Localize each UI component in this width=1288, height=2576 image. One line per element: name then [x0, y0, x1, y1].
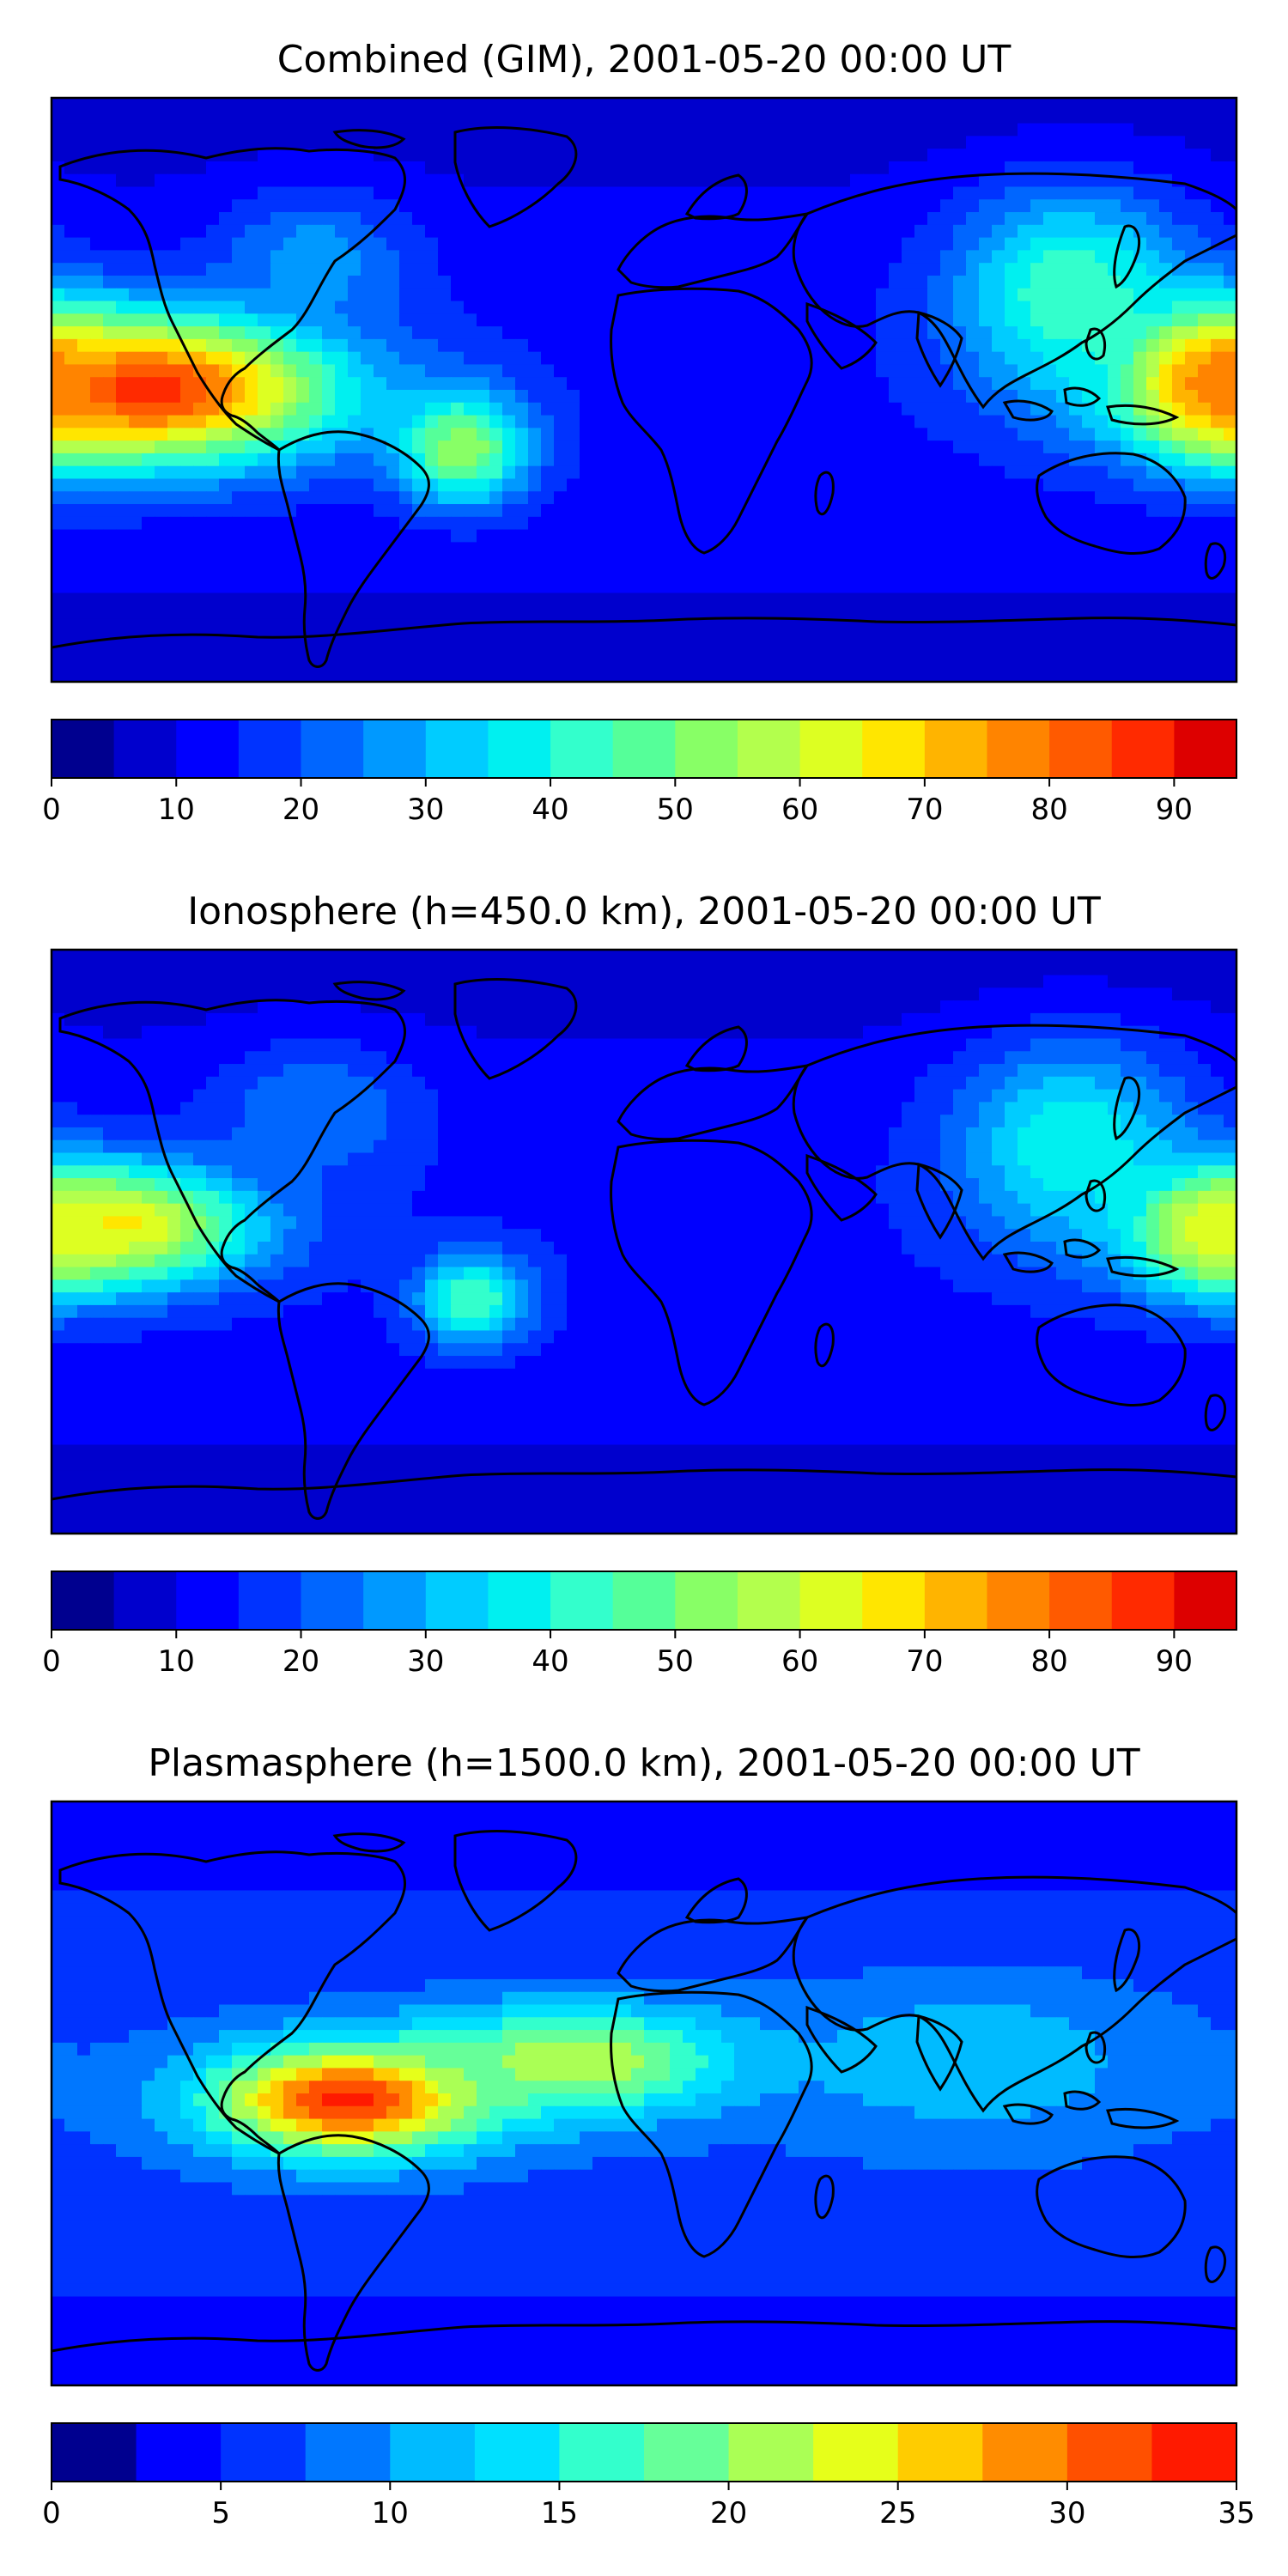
- colorbar-segment: [813, 2423, 899, 2482]
- colorbar-tick-label: 10: [372, 2496, 409, 2530]
- chart-title: Combined (GIM), 2001-05-20 00:00 UT: [277, 38, 1012, 82]
- colorbar-segment: [737, 1571, 801, 1630]
- colorbar-tick-label: 90: [1156, 793, 1193, 827]
- colorbar-tick-label: 50: [657, 1644, 694, 1679]
- colorbar-tick-label: 30: [407, 1644, 444, 1679]
- colorbar-tick-label: 0: [42, 1644, 61, 1679]
- colorbar-segment: [675, 1571, 738, 1630]
- colorbar-tick-label: 20: [283, 1644, 319, 1679]
- colorbar-segment: [644, 2423, 730, 2482]
- colorbar-tick-label: 5: [211, 2496, 230, 2530]
- colorbar-segment: [113, 1571, 177, 1630]
- colorbar-segment: [1174, 720, 1237, 778]
- map-frame: [50, 1800, 1238, 2387]
- colorbar-segment: [221, 2423, 307, 2482]
- colorbar-tick-label: 0: [42, 2496, 61, 2530]
- colorbar: 0 5 10 15 20 25 30 35: [42, 2422, 1255, 2530]
- colorbar-segment: [799, 720, 863, 778]
- colorbar-tick-label: 80: [1030, 793, 1067, 827]
- map-frame: [50, 96, 1238, 683]
- colorbar-segment: [982, 2423, 1068, 2482]
- colorbar-segment: [737, 720, 801, 778]
- colorbar-segment: [390, 2423, 476, 2482]
- colorbar-segment: [924, 720, 987, 778]
- colorbar-tick-label: 90: [1156, 1644, 1193, 1679]
- colorbar-segment: [862, 1571, 926, 1630]
- colorbar-tick-label: 30: [1048, 2496, 1085, 2530]
- colorbar-tick-label: 40: [532, 1644, 568, 1679]
- colorbar-tick-label: 40: [532, 793, 568, 827]
- colorbar-frame: [51, 2422, 1237, 2482]
- colorbar-segment: [862, 720, 926, 778]
- colorbar-tick-label: 25: [879, 2496, 916, 2530]
- colorbar-segment: [176, 1571, 240, 1630]
- colorbar-tick-label: 20: [283, 793, 319, 827]
- colorbar-tick-label: 70: [906, 793, 943, 827]
- colorbar-segment: [559, 2423, 645, 2482]
- colorbar-segment: [425, 1571, 489, 1630]
- colorbar-segment: [474, 2423, 560, 2482]
- colorbar-segment: [675, 720, 738, 778]
- colorbar-segment: [1174, 1571, 1237, 1630]
- colorbar-segment: [52, 1571, 115, 1630]
- colorbar-segment: [550, 720, 614, 778]
- colorbar-tick-label: 30: [407, 793, 444, 827]
- colorbar-tick-label: 60: [781, 1644, 818, 1679]
- colorbar-segment: [113, 720, 177, 778]
- colorbar-tick-label: 10: [158, 793, 195, 827]
- colorbar-segment: [52, 2423, 137, 2482]
- colorbar-segment: [363, 1571, 427, 1630]
- chart-panel-2: Ionosphere (h=450.0 km), 2001-05-20 00:0…: [42, 890, 1238, 1679]
- colorbar-segment: [728, 2423, 814, 2482]
- chart-panel-3: Plasmasphere (h=1500.0 km), 2001-05-20 0…: [42, 1741, 1255, 2530]
- chart-title: Ionosphere (h=450.0 km), 2001-05-20 00:0…: [187, 890, 1101, 933]
- colorbar-segment: [176, 720, 240, 778]
- colorbar-segment: [612, 720, 676, 778]
- colorbar-segment: [987, 720, 1050, 778]
- colorbar-segment: [305, 2423, 391, 2482]
- colorbar-segment: [363, 720, 427, 778]
- colorbar: 0 10 20 30 40 50 60 70 80 90: [42, 1571, 1237, 1679]
- colorbar-segment: [1111, 1571, 1175, 1630]
- colorbar-tick-label: 60: [781, 793, 818, 827]
- colorbar-tick-label: 50: [657, 793, 694, 827]
- colorbar-tick-label: 80: [1030, 1644, 1067, 1679]
- colorbar-segment: [488, 720, 551, 778]
- colorbar-segment: [987, 1571, 1050, 1630]
- colorbar-frame: [51, 719, 1237, 779]
- colorbar-segment: [1066, 2423, 1152, 2482]
- colorbar-tick-label: 35: [1218, 2496, 1255, 2530]
- colorbar-tick-label: 70: [906, 1644, 943, 1679]
- colorbar-frame: [51, 1571, 1237, 1631]
- map-field: [52, 98, 1236, 682]
- colorbar-segment: [1049, 1571, 1113, 1630]
- colorbar-segment: [136, 2423, 222, 2482]
- colorbar: 0 10 20 30 40 50 60 70 80 90: [42, 719, 1237, 827]
- chart-title: Plasmasphere (h=1500.0 km), 2001-05-20 0…: [148, 1741, 1139, 1785]
- colorbar-tick-label: 20: [710, 2496, 747, 2530]
- colorbar-segment: [612, 1571, 676, 1630]
- colorbar-segment: [1111, 720, 1175, 778]
- colorbar-segment: [425, 720, 489, 778]
- colorbar-tick-label: 10: [158, 1644, 195, 1679]
- colorbar-tick-label: 0: [42, 793, 61, 827]
- map-frame: [50, 948, 1238, 1535]
- map-field: [52, 1801, 1236, 2385]
- colorbar-segment: [238, 720, 302, 778]
- colorbar-segment: [1049, 720, 1113, 778]
- colorbar-segment: [550, 1571, 614, 1630]
- colorbar-segment: [924, 1571, 987, 1630]
- colorbar-segment: [52, 720, 115, 778]
- colorbar-segment: [1151, 2423, 1237, 2482]
- colorbar-segment: [488, 1571, 551, 1630]
- colorbar-segment: [799, 1571, 863, 1630]
- chart-panel-1: Combined (GIM), 2001-05-20 00:00 UT 0 10 20…: [42, 38, 1238, 827]
- colorbar-segment: [301, 1571, 364, 1630]
- colorbar-segment: [897, 2423, 983, 2482]
- colorbar-segment: [301, 720, 364, 778]
- map-field: [52, 950, 1236, 1534]
- colorbar-segment: [238, 1571, 302, 1630]
- colorbar-tick-label: 15: [541, 2496, 578, 2530]
